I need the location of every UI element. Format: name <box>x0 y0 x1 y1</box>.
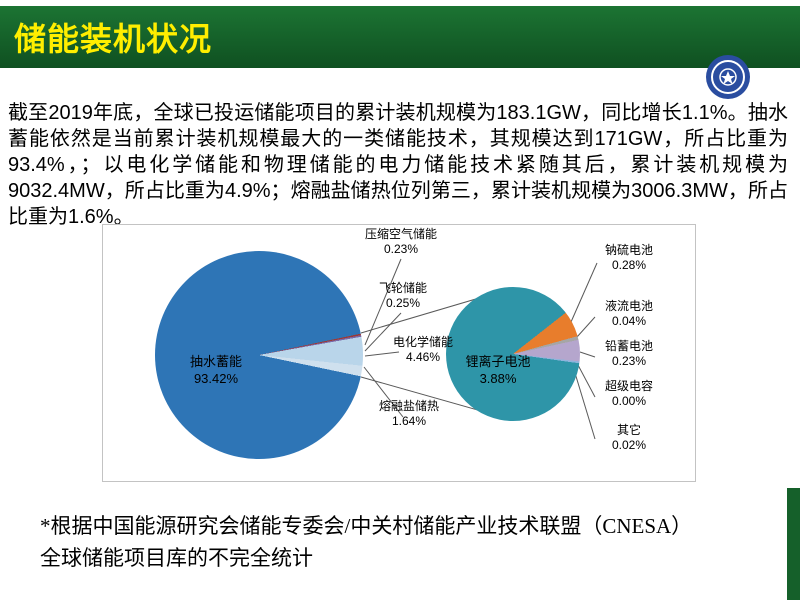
primary-pie <box>155 251 363 459</box>
callout-electrochemical: 电化学储能 4.46% <box>373 335 473 365</box>
title-banner: 储能装机状况 <box>0 6 800 68</box>
slice-value: 0.04% <box>611 314 647 328</box>
slice-value: 3.88% <box>479 371 517 386</box>
callout-flow-battery: 液流电池 0.04% <box>593 299 665 329</box>
callout-lead-acid: 铅蓄电池 0.23% <box>593 339 665 369</box>
slice-name: 钠硫电池 <box>604 243 653 257</box>
slice-name: 抽水蓄能 <box>189 354 242 369</box>
footnote-line-2: 全球储能项目库的不完全统计 <box>40 546 313 570</box>
slice-value: 0.02% <box>611 438 647 452</box>
callout-molten-salt: 熔融盐储热 1.64% <box>359 399 459 429</box>
slice-value: 0.23% <box>611 354 647 368</box>
logo-emblem <box>706 55 750 99</box>
slice-name: 其它 <box>616 423 641 437</box>
slice-name: 铅蓄电池 <box>604 339 653 353</box>
callout-other: 其它 0.02% <box>593 423 665 453</box>
callout-compressed-air: 压缩空气储能 0.23% <box>351 227 451 257</box>
primary-slice-label: 抽水蓄能 93.42% <box>161 353 271 387</box>
slice-name: 熔融盐储热 <box>378 399 439 413</box>
slice-name: 锂离子电池 <box>465 354 531 369</box>
slice-name: 飞轮储能 <box>378 281 427 295</box>
footnote: *根据中国能源研究会储能专委会/中关村储能产业技术联盟（CNESA） 全球储能项… <box>40 510 770 574</box>
slice-name: 压缩空气储能 <box>364 227 437 241</box>
organization-logo-icon <box>705 54 751 100</box>
slice-name: 液流电池 <box>604 299 653 313</box>
slide-title: 储能装机状况 <box>14 21 213 57</box>
pie-of-pie-chart: 抽水蓄能 93.42% 锂离子电池 3.88% 压缩空气储能 0.23% 飞轮储… <box>102 224 696 482</box>
secondary-slice-label: 锂离子电池 3.88% <box>453 353 543 387</box>
slice-value: 1.64% <box>391 414 427 428</box>
callout-supercapacitor: 超级电容 0.00% <box>593 379 665 409</box>
slice-name: 电化学储能 <box>392 335 453 349</box>
slice-value: 0.00% <box>611 394 647 408</box>
body-paragraph: 截至2019年底，全球已投运储能项目的累计装机规模为183.1GW，同比增长1.… <box>8 102 788 228</box>
slice-value: 93.42% <box>193 371 239 386</box>
slice-value: 0.23% <box>383 242 419 256</box>
secondary-pie <box>446 287 580 421</box>
callout-flywheel: 飞轮储能 0.25% <box>353 281 453 311</box>
footnote-line-1: *根据中国能源研究会储能专委会/中关村储能产业技术联盟（CNESA） <box>40 514 693 538</box>
callout-sodium-sulfur: 钠硫电池 0.28% <box>593 243 665 273</box>
slice-name: 超级电容 <box>604 379 653 393</box>
right-edge-accent-bar <box>787 488 800 600</box>
slice-value: 4.46% <box>405 350 441 364</box>
slice-value: 0.28% <box>611 258 647 272</box>
slice-value: 0.25% <box>385 296 421 310</box>
